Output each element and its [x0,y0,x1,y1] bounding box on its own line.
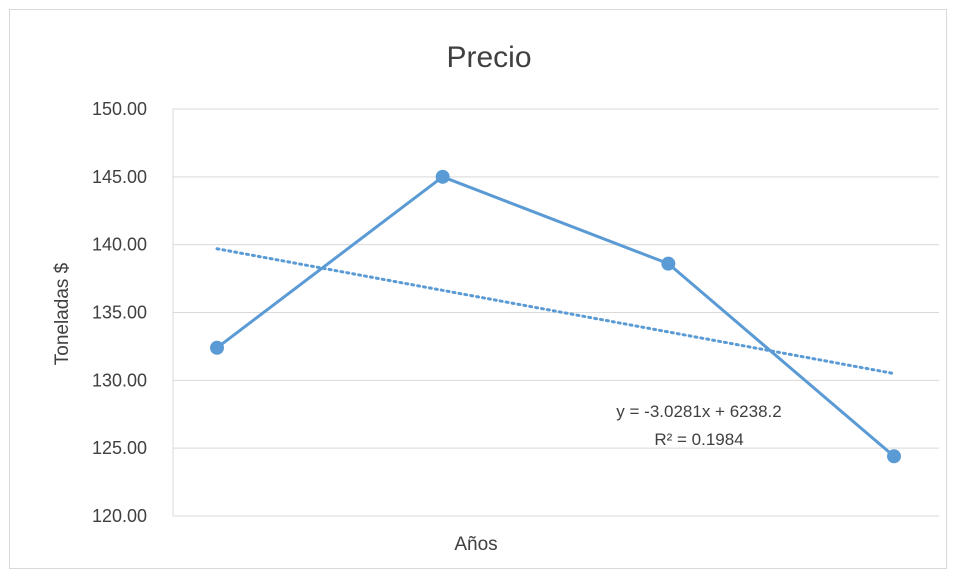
trendline [215,247,896,376]
chart-frame [9,9,947,569]
y-axis-ticks: 120.00 125.00 130.00 135.00 140.00 145.00 150.… [92,99,147,526]
y-tick-label: 130.00 [92,370,147,390]
gridlines [172,108,939,517]
data-point [661,256,676,271]
x-axis-label: Años [454,534,497,555]
trendline-r-squared: R² = 0.1984 [654,430,743,449]
series-line [216,175,895,458]
data-point [210,340,224,355]
y-tick-label: 125.00 [92,438,147,458]
data-point [887,449,901,464]
y-tick-label: 145.00 [92,167,147,187]
y-tick-label: 150.00 [92,99,147,119]
chart-title: Precio [446,41,531,74]
series-group [210,169,901,464]
y-tick-label: 140.00 [92,235,147,255]
trendline-equation: y = -3.0281x + 6238.2 [616,402,781,421]
data-point [435,169,450,184]
y-tick-label: 120.00 [92,506,147,526]
y-axis-label: Toneladas $ [52,262,73,365]
trendline-path [215,247,896,376]
y-tick-label: 135.00 [92,303,147,323]
